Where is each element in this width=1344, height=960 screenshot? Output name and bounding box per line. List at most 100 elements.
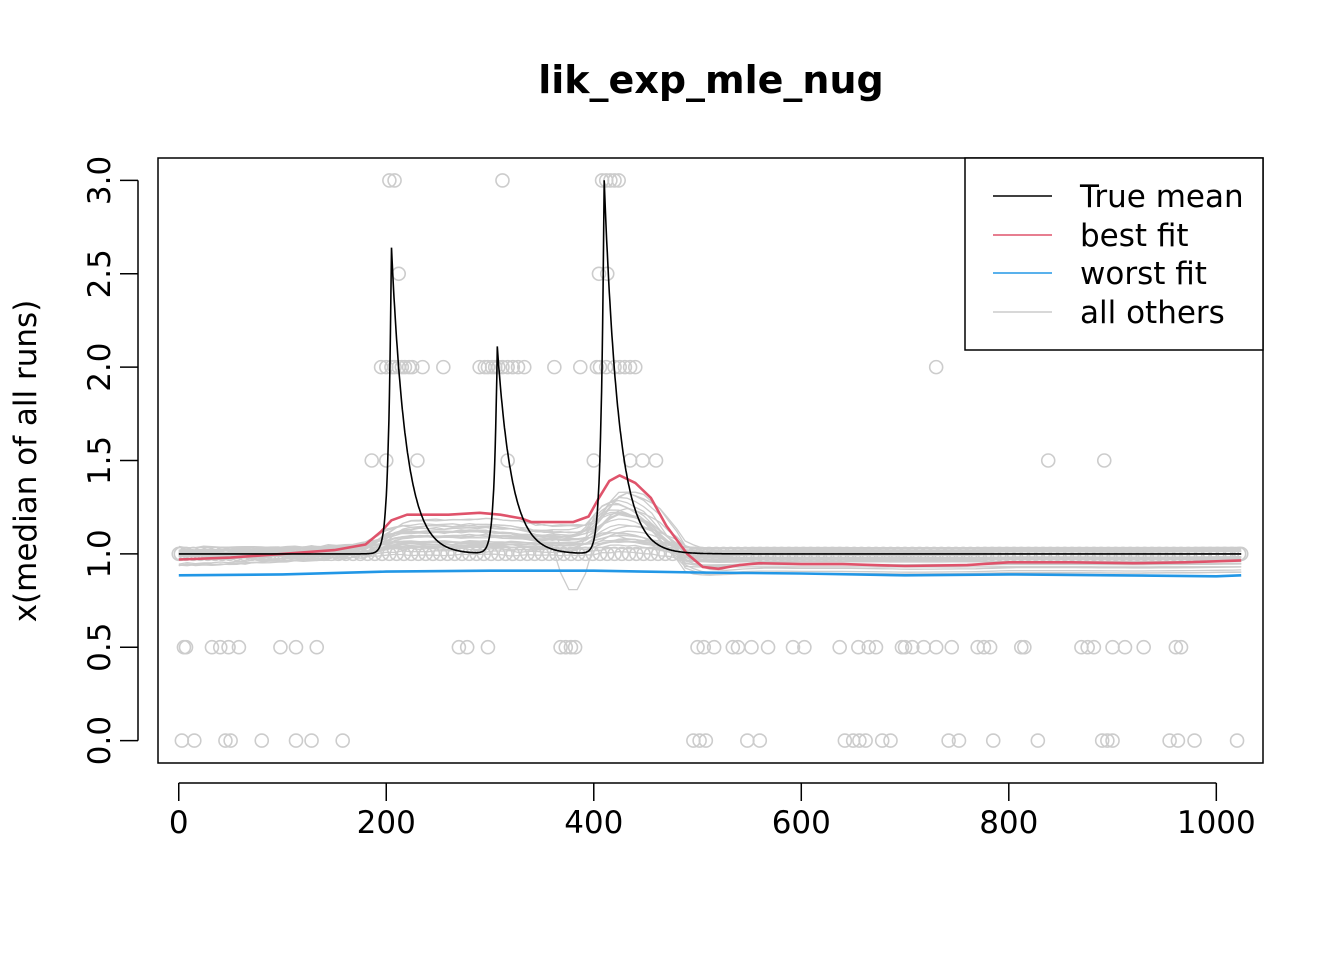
observation-point	[607, 546, 622, 562]
observation-point	[858, 733, 873, 748]
worst-fit-line	[178, 569, 1242, 578]
best-fit-line	[178, 474, 1242, 571]
observation-point	[852, 733, 867, 748]
observation-point	[547, 359, 562, 375]
y-tick-label: 3.0	[82, 156, 118, 205]
observation-point	[288, 639, 304, 655]
observation-point	[254, 733, 270, 748]
observation-point	[309, 639, 325, 655]
observation-point	[382, 546, 397, 562]
observation-point	[928, 639, 944, 655]
observation-point	[364, 453, 380, 468]
axes: 0 200 400 600 800 1000 0.0 0.5 1.0 1.5 2.0 2.5 3.0	[82, 156, 1256, 841]
observation-point	[491, 546, 506, 562]
observation-point	[752, 733, 768, 748]
legend-label-true-mean: True mean	[1079, 179, 1244, 215]
observation-point	[505, 546, 521, 562]
observation-point	[553, 639, 568, 655]
observation-point	[288, 733, 304, 748]
observation-point	[586, 453, 602, 468]
observation-point	[698, 733, 714, 748]
observation-point	[436, 359, 451, 375]
observation-point	[627, 359, 643, 375]
observation-point	[378, 453, 394, 468]
y-tick-label: 1.5	[82, 436, 118, 485]
observation-point	[1229, 733, 1245, 748]
observation-point	[868, 639, 884, 655]
observation-point	[425, 546, 441, 562]
observation-point	[512, 546, 528, 562]
observation-point	[480, 639, 496, 655]
observation-point	[985, 733, 1001, 748]
observation-point	[941, 733, 956, 748]
observation-point	[1096, 453, 1112, 468]
observation-point	[567, 639, 583, 655]
observation-point	[212, 639, 228, 655]
observation-point	[611, 173, 626, 188]
observation-point	[785, 639, 801, 655]
observation-point	[976, 639, 992, 655]
observation-point	[461, 546, 477, 562]
observation-point	[696, 639, 712, 655]
observation-point	[556, 546, 571, 562]
observation-point	[447, 546, 463, 562]
observation-point	[928, 359, 944, 375]
observation-point	[404, 359, 420, 375]
observation-point	[1136, 639, 1151, 655]
observation-point	[204, 639, 220, 655]
observation-point	[520, 546, 535, 562]
observation-point	[396, 546, 412, 562]
observation-point	[495, 359, 510, 375]
observation-point	[1017, 639, 1032, 655]
observation-point	[760, 639, 776, 655]
observation-point	[218, 733, 233, 748]
legend-box	[964, 157, 1264, 351]
observation-point	[585, 546, 601, 562]
observation-point	[951, 733, 967, 748]
observation-point	[592, 359, 608, 375]
observation-point	[454, 546, 470, 562]
observation-point	[432, 546, 448, 562]
observation-point	[1080, 639, 1095, 655]
observation-point	[534, 546, 550, 562]
y-tick-label: 0.5	[82, 623, 118, 672]
observation-point	[643, 546, 659, 562]
observation-point	[389, 546, 404, 562]
true-mean-line	[178, 180, 1242, 555]
observation-point	[558, 639, 574, 655]
observation-point	[617, 359, 633, 375]
x-tick-label: 0	[169, 805, 189, 841]
observation-point	[570, 546, 586, 562]
observation-point	[1030, 733, 1046, 748]
observation-point	[387, 359, 402, 375]
observation-point	[897, 639, 913, 655]
observation-point	[665, 546, 680, 562]
observation-point	[1173, 639, 1189, 655]
y-axis-label: x(median of all runs)	[8, 300, 44, 623]
observation-point	[851, 639, 866, 655]
other-fit-line	[178, 492, 1242, 553]
observation-point	[480, 359, 496, 375]
observation-point	[607, 173, 622, 188]
chart-title: lik_exp_mle_nug	[538, 58, 884, 102]
observation-point	[563, 546, 579, 562]
observation-point	[591, 266, 607, 282]
observation-point	[505, 359, 521, 375]
observation-point	[510, 359, 526, 375]
observation-point	[578, 546, 593, 562]
observation-point	[1170, 733, 1186, 748]
x-tick-label: 800	[979, 805, 1038, 841]
observation-point	[614, 546, 630, 562]
observation-point	[861, 639, 877, 655]
observation-point	[418, 546, 433, 562]
observation-point	[599, 546, 615, 562]
observation-point	[483, 546, 499, 562]
x-tick-label: 1000	[1177, 805, 1256, 841]
observation-point	[1162, 733, 1177, 748]
observation-point	[621, 546, 637, 562]
observation-point	[1105, 639, 1120, 655]
observation-point	[612, 359, 628, 375]
observation-point	[1094, 733, 1110, 748]
observation-point	[592, 546, 608, 562]
observation-point	[1040, 453, 1056, 468]
